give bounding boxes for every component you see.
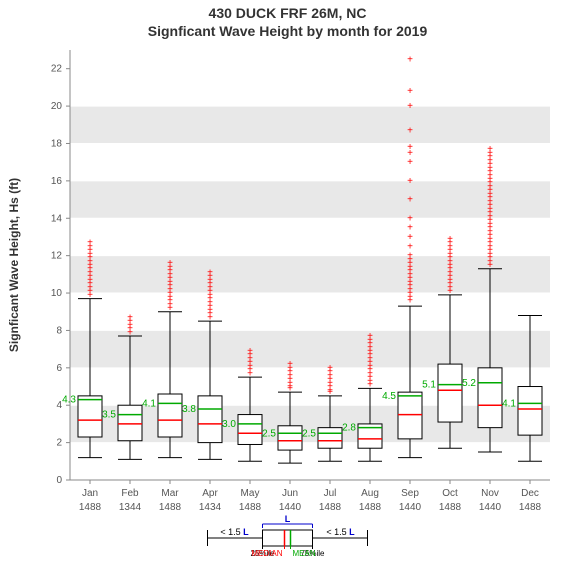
svg-text:+: + bbox=[407, 54, 413, 65]
svg-text:+: + bbox=[407, 86, 413, 97]
svg-text:+: + bbox=[487, 144, 493, 155]
svg-text:8: 8 bbox=[56, 325, 62, 336]
svg-text:4.5: 4.5 bbox=[382, 391, 396, 402]
svg-text:+: + bbox=[407, 125, 413, 136]
svg-text:1488: 1488 bbox=[159, 502, 182, 513]
svg-text:3.5: 3.5 bbox=[102, 410, 116, 421]
svg-text:+: + bbox=[447, 234, 453, 245]
svg-text:+: + bbox=[407, 213, 413, 224]
svg-text:Jul: Jul bbox=[324, 488, 337, 499]
svg-text:+: + bbox=[167, 258, 173, 269]
svg-text:4.3: 4.3 bbox=[62, 395, 76, 406]
svg-text:1440: 1440 bbox=[279, 502, 302, 513]
svg-text:Oct: Oct bbox=[442, 488, 458, 499]
svg-text:< 1.5 L: < 1.5 L bbox=[326, 527, 355, 537]
svg-text:16: 16 bbox=[51, 176, 63, 187]
svg-text:Nov: Nov bbox=[481, 488, 499, 499]
svg-text:+: + bbox=[287, 359, 293, 370]
svg-text:MEAN: MEAN bbox=[293, 549, 316, 558]
svg-text:1488: 1488 bbox=[79, 502, 102, 513]
svg-text:3.8: 3.8 bbox=[182, 404, 196, 415]
svg-text:5.2: 5.2 bbox=[462, 378, 476, 389]
svg-text:2: 2 bbox=[56, 438, 62, 449]
svg-text:Signficant Wave Height, Hs (ft: Signficant Wave Height, Hs (ft) bbox=[7, 178, 21, 352]
svg-text:1488: 1488 bbox=[319, 502, 342, 513]
svg-text:Feb: Feb bbox=[121, 488, 139, 499]
svg-text:10: 10 bbox=[51, 288, 63, 299]
svg-text:May: May bbox=[241, 488, 260, 499]
svg-text:0: 0 bbox=[56, 475, 62, 486]
svg-text:+: + bbox=[367, 331, 373, 342]
svg-text:Signficant Wave Height by mont: Signficant Wave Height by month for 2019 bbox=[148, 23, 428, 39]
svg-text:18: 18 bbox=[51, 138, 63, 149]
svg-text:1488: 1488 bbox=[239, 502, 262, 513]
svg-text:Aug: Aug bbox=[361, 488, 379, 499]
svg-text:5.1: 5.1 bbox=[422, 380, 436, 391]
svg-text:Apr: Apr bbox=[202, 488, 218, 499]
svg-text:1488: 1488 bbox=[439, 502, 462, 513]
svg-text:+: + bbox=[87, 238, 93, 249]
svg-text:1440: 1440 bbox=[399, 502, 422, 513]
svg-text:+: + bbox=[407, 101, 413, 112]
svg-text:+: + bbox=[127, 312, 133, 323]
svg-text:6: 6 bbox=[56, 363, 62, 374]
svg-text:20: 20 bbox=[51, 101, 63, 112]
svg-text:1440: 1440 bbox=[479, 502, 502, 513]
svg-text:1344: 1344 bbox=[119, 502, 142, 513]
svg-text:4.1: 4.1 bbox=[502, 398, 516, 409]
svg-text:1488: 1488 bbox=[519, 502, 542, 513]
svg-text:+: + bbox=[407, 176, 413, 187]
svg-text:2.8: 2.8 bbox=[342, 423, 356, 434]
svg-text:Jan: Jan bbox=[82, 488, 98, 499]
svg-text:Mar: Mar bbox=[161, 488, 179, 499]
svg-text:L: L bbox=[285, 514, 291, 524]
svg-text:4.1: 4.1 bbox=[142, 398, 156, 409]
boxplot-chart: 430 DUCK FRF 26M, NC Signficant Wave Heig… bbox=[0, 0, 575, 580]
svg-text:< 1.5 L: < 1.5 L bbox=[220, 527, 249, 537]
svg-text:430 DUCK FRF 26M, NC: 430 DUCK FRF 26M, NC bbox=[209, 5, 367, 21]
svg-text:2.5: 2.5 bbox=[302, 428, 316, 439]
svg-text:+: + bbox=[247, 346, 253, 357]
svg-text:12: 12 bbox=[51, 251, 63, 262]
svg-text:1434: 1434 bbox=[199, 502, 222, 513]
chart-svg: 430 DUCK FRF 26M, NC Signficant Wave Heig… bbox=[0, 0, 575, 580]
svg-text:3.0: 3.0 bbox=[222, 419, 236, 430]
svg-text:2.5: 2.5 bbox=[262, 428, 276, 439]
svg-text:+: + bbox=[407, 195, 413, 206]
svg-text:MEDIAN: MEDIAN bbox=[251, 549, 282, 558]
svg-text:+: + bbox=[207, 267, 213, 278]
svg-text:1488: 1488 bbox=[359, 502, 382, 513]
svg-text:+: + bbox=[327, 363, 333, 374]
svg-text:Jun: Jun bbox=[282, 488, 298, 499]
svg-text:22: 22 bbox=[51, 64, 63, 75]
svg-text:Sep: Sep bbox=[401, 488, 419, 499]
svg-text:14: 14 bbox=[51, 213, 63, 224]
svg-text:Dec: Dec bbox=[521, 488, 539, 499]
svg-text:+: + bbox=[407, 142, 413, 153]
